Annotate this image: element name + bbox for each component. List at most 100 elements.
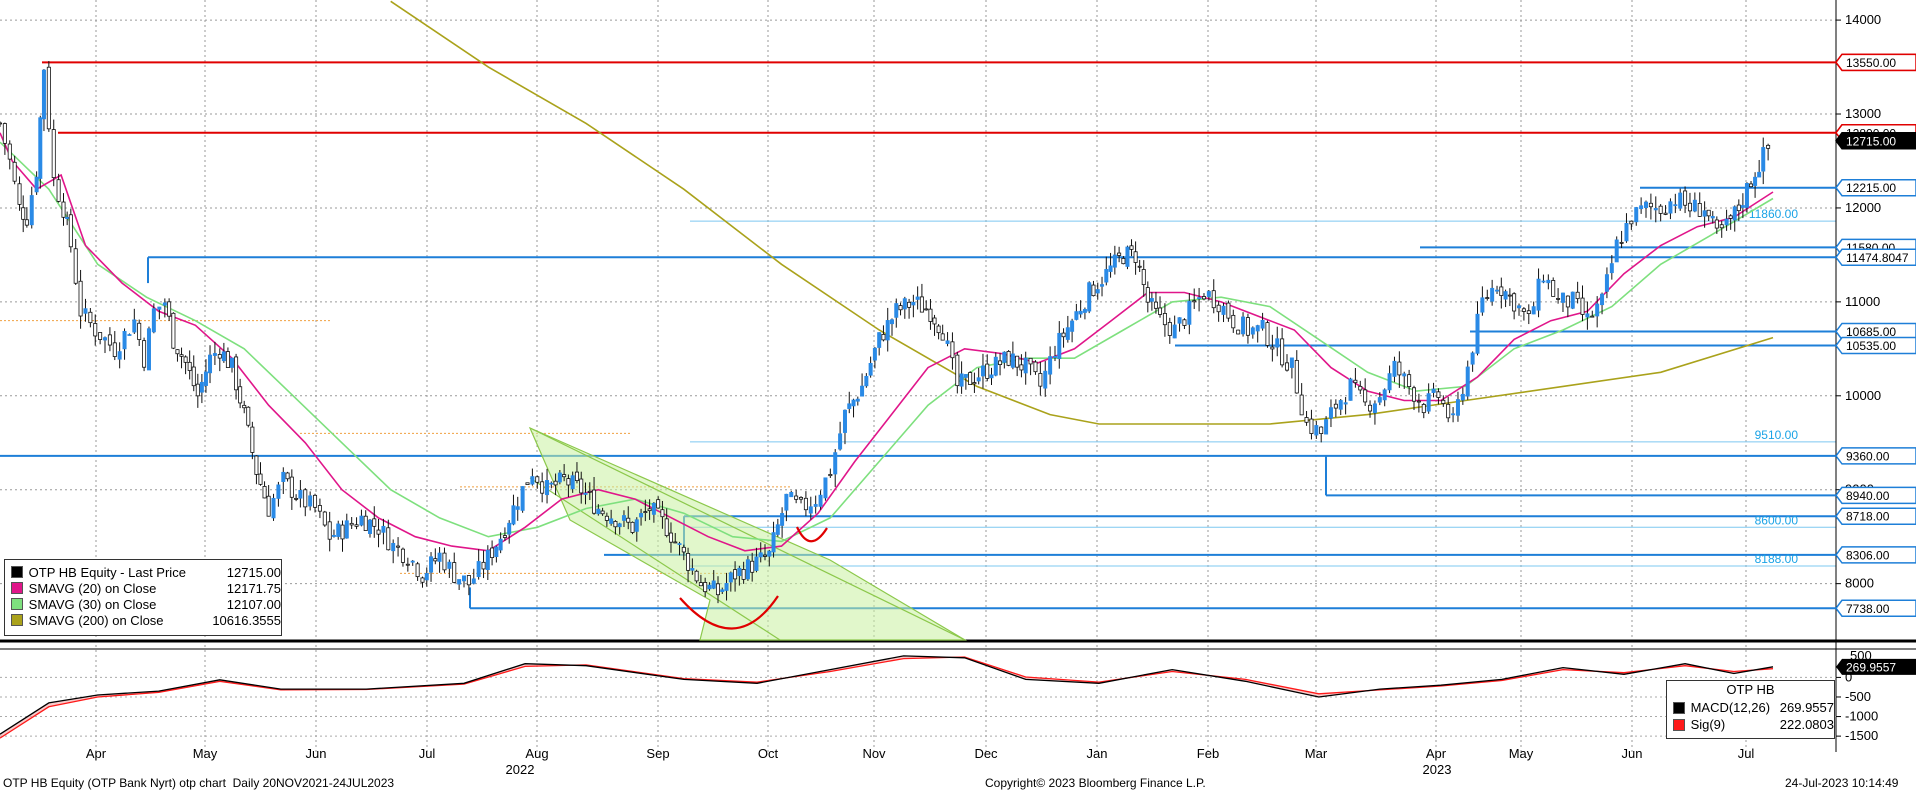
price-tag: 8306.00 [1835,546,1916,564]
candle-body [959,373,964,387]
candle-body [381,525,386,533]
candle-body [681,546,686,553]
candle-body [183,356,188,363]
candle-body [1187,300,1192,325]
candle-body [1260,319,1265,329]
candle-body [1560,292,1565,303]
candle-body [1078,310,1083,315]
candle-body [673,541,678,544]
y-tick-label: 11000 [1845,294,1880,309]
candle-body [515,506,520,510]
macd-y-tick-label: 0 [1845,669,1852,684]
candle-body [1653,207,1658,211]
price-tag: 8940.00 [1835,486,1916,505]
candle-body [56,179,61,202]
candle-body [613,520,618,528]
candle-body [1343,402,1348,405]
price-tag: 8718.00 [1835,507,1916,525]
channel-lower [529,477,781,641]
candle-body [1216,304,1221,313]
candle-body [1407,374,1412,387]
candle-body [1570,291,1575,309]
y-tick-label: 14000 [1845,12,1881,27]
sma20-line [0,132,1774,552]
candle-body [12,161,17,182]
candle-body [146,328,151,371]
candle-body [1061,332,1066,338]
x-year-label: 2023 [1423,762,1452,777]
candle-body [604,515,609,521]
candle-body [7,143,12,160]
candle-body [872,347,877,361]
candle-body [1416,400,1421,403]
candle-body [1182,319,1187,326]
candle-body [1153,301,1158,309]
candle-body [424,573,429,581]
price-tag: 7738.00 [1835,599,1916,618]
candle-body [1265,322,1270,346]
candle-body [230,357,235,368]
candle-body [626,517,631,523]
candle-body [621,515,626,521]
candle-body [1074,311,1079,320]
candle-body [1753,176,1758,186]
y-tick-label: 13000 [1845,106,1881,121]
candle-body [1250,327,1255,335]
x-month-label: Jul [1738,746,1755,761]
candle-body [1108,265,1113,272]
candle-body [1065,327,1070,340]
candle-body [1499,286,1504,296]
candle-body [1167,322,1172,336]
candle-body [17,183,22,205]
price-tag-label: 10685.00 [1846,325,1896,339]
candle-body [660,509,665,518]
candle-body [1372,403,1377,414]
y-tick-label: 12000 [1845,200,1881,215]
candle-body [570,475,575,490]
candle-body [1006,351,1011,366]
chart-period: Daily 20NOV2021-24JUL2023 [232,776,395,790]
pattern-arcs [679,526,828,630]
candle-body [617,523,622,528]
inline-level-label: 8600.00 [1755,513,1799,527]
candle-body [405,563,410,566]
candle-body [1687,202,1692,212]
candle-body [780,513,785,526]
candle-body [885,320,890,341]
legend-swatch [11,614,23,626]
candle-body [258,473,263,485]
price-tag-label: 7738.00 [1846,602,1890,616]
candle-body [1333,403,1338,409]
candle-body [359,515,364,526]
candle-body [1368,404,1373,412]
candle-body [1692,199,1697,212]
candle-body [557,472,562,483]
candle-body [530,476,535,485]
candle-body [132,319,137,333]
candle-body [331,534,336,537]
candle-body [745,559,750,580]
candle-body [476,561,481,578]
candle-body [703,582,708,593]
price-tag-box [1835,546,1916,564]
candle-body [902,298,907,310]
candle-body [1201,296,1206,300]
x-year-label: 2022 [506,762,535,777]
candle-body [968,372,973,385]
candle-body [955,354,960,387]
price-tag-box [1835,507,1916,525]
candle-body [1353,379,1358,384]
candle-body [1015,355,1020,368]
candle-body [1377,397,1382,403]
candle-body [285,472,290,480]
candle-body [1740,205,1745,208]
candle-body [972,382,977,385]
candle-body [1226,302,1231,319]
candle-body [195,383,200,397]
candle-body [694,570,699,582]
candle-body [1087,282,1092,312]
candle-body [758,552,763,558]
candle-body [950,341,955,359]
candle-body [799,497,804,500]
candle-body [294,497,299,500]
